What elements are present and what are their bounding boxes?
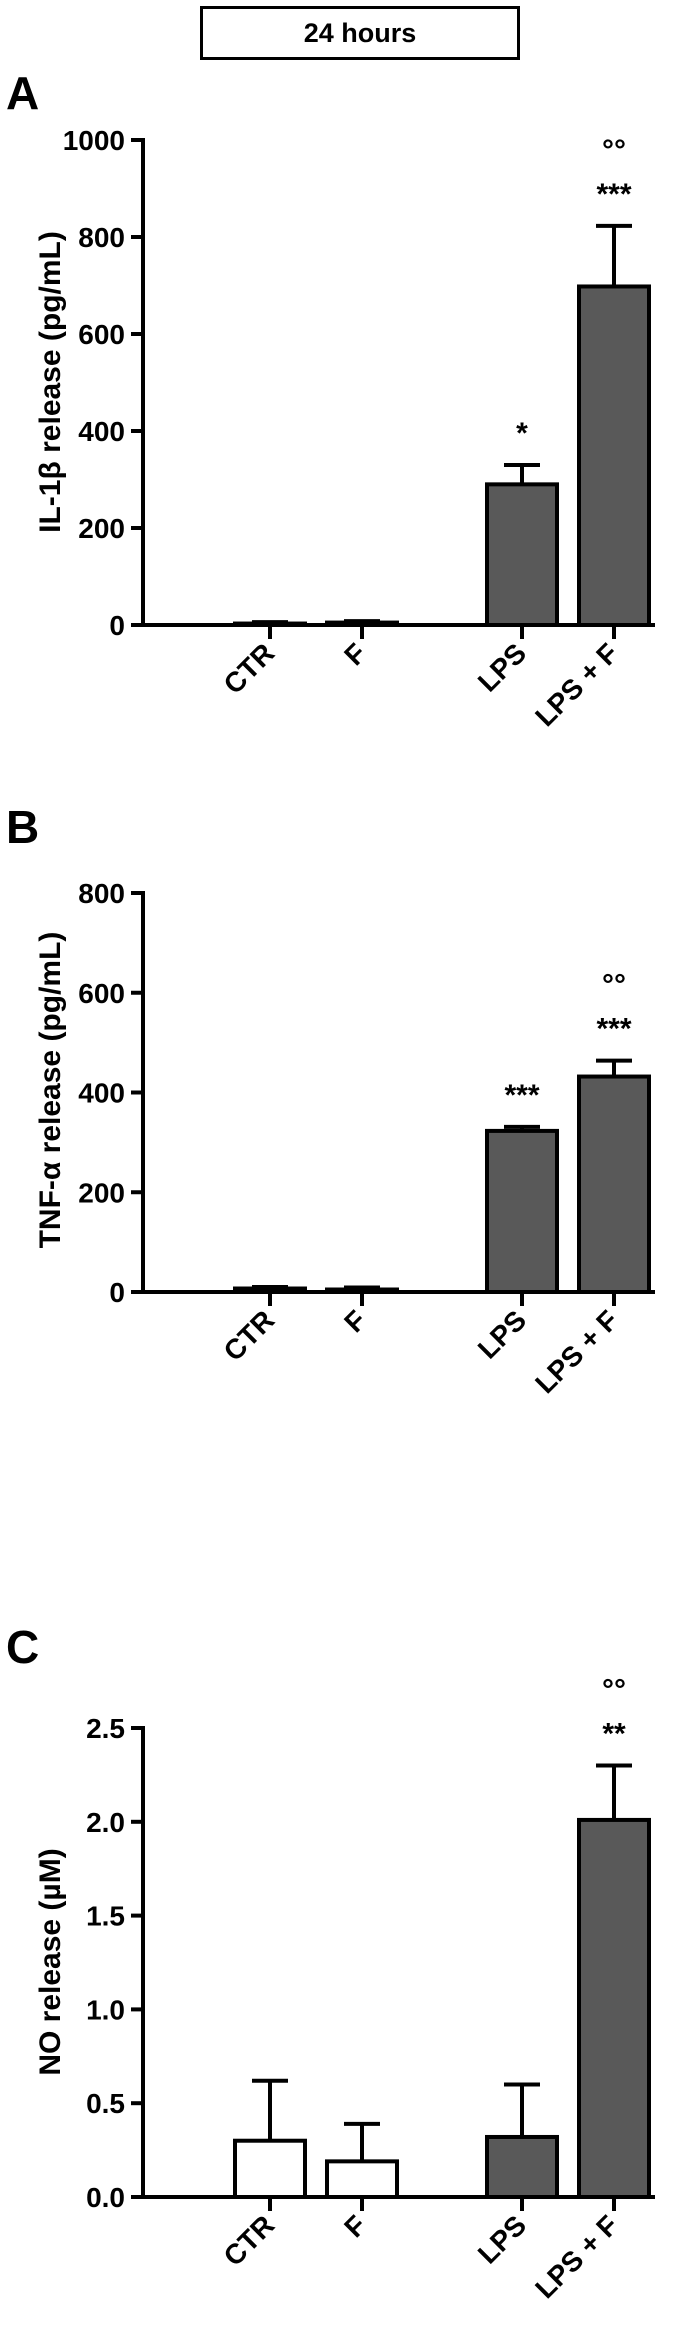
panel-c-y-tick-label: 2.5 (86, 1713, 125, 1744)
panel-c-bar-0 (233, 2138, 307, 2199)
panel-b-y-tick-label: 800 (78, 878, 125, 909)
panel-c-y-tick-label: 1.0 (86, 1994, 125, 2025)
panel-c-y-tick-label: 0.0 (86, 2182, 125, 2213)
panel-b-x-tick-label-0: CTR (218, 1304, 281, 1367)
panel-b-bar-3 (577, 1074, 651, 1295)
panel-a-bar-3 (577, 284, 651, 627)
panel-c-y-tick-label: 1.5 (86, 1901, 125, 1932)
panel-a-y-tick-label: 400 (78, 416, 125, 447)
panel-b-y-tick-label: 0 (109, 1277, 125, 1308)
panel-a-y-tick-label: 600 (78, 319, 125, 350)
panel-a-bar-2 (485, 482, 559, 627)
panel-a-significance-mark: * (516, 417, 528, 450)
panel-b-x-tick-label-3: LPS + F (529, 1304, 624, 1399)
panel-a-y-tick-label: 200 (78, 513, 125, 544)
panel-b-y-tick-label: 400 (78, 1078, 125, 1109)
panel-b-x-tick-label-1: F (338, 1304, 372, 1338)
panel-c-x-tick-label-3: LPS + F (529, 2209, 624, 2304)
panel-a-x-tick-label-0: CTR (218, 637, 281, 700)
panel-c-x-tick-label-1: F (338, 2209, 372, 2243)
panel-a-significance-mark: *** (596, 178, 631, 211)
panel-c-bar-2 (485, 2134, 559, 2200)
panel-c-bar-3 (577, 1817, 651, 2199)
panel-b-y-tick-label: 200 (78, 1177, 125, 1208)
panel-a-y-tick-label: 800 (78, 222, 125, 253)
panel-b-bar-0 (233, 1286, 307, 1295)
panel-b-bar-1 (325, 1287, 399, 1294)
time-header-box: 24 hours (200, 6, 520, 60)
panel-c-x-tick-label-2: LPS (472, 2209, 532, 2269)
panel-a-y-tick-label: 1000 (63, 125, 125, 156)
panel-c-x-tick-label-0: CTR (218, 2209, 281, 2272)
panel-a-y-axis-title: IL-1β release (pg/mL) (34, 231, 67, 533)
panel-b-bar-2 (485, 1128, 559, 1295)
panel-c-y-tick-label: 0.5 (86, 2088, 125, 2119)
panel-c-significance-mark: °° (602, 1674, 626, 1707)
panel-a-significance-mark: °° (602, 134, 626, 167)
panel-b-y-tick-label: 600 (78, 978, 125, 1009)
panel-a-x-tick-label-3: LPS + F (529, 637, 624, 732)
panel-c-significance-mark: ** (602, 1718, 626, 1751)
panel-c-y-axis-title: NO release (µM) (34, 1848, 67, 2075)
panel-c-bar-1 (325, 2159, 399, 2199)
panel-letter-a: A (6, 67, 40, 119)
panel-letter-c: C (6, 1621, 40, 1673)
panel-b-significance-mark: *** (596, 1013, 631, 1046)
panel-b-x-tick-label-2: LPS (472, 1304, 532, 1364)
panel-a-x-tick-label-1: F (338, 637, 372, 671)
panel-a-y-tick-label: 0 (109, 610, 125, 641)
panel-b-significance-mark: *** (504, 1079, 539, 1112)
panel-b-y-axis-title: TNF-α release (pg/mL) (34, 932, 67, 1249)
panel-c-y-tick-label: 2.0 (86, 1807, 125, 1838)
panel-b-significance-mark: °° (602, 969, 626, 1002)
panel-letter-b: B (6, 801, 40, 853)
panel-a-x-tick-label-2: LPS (472, 637, 532, 697)
